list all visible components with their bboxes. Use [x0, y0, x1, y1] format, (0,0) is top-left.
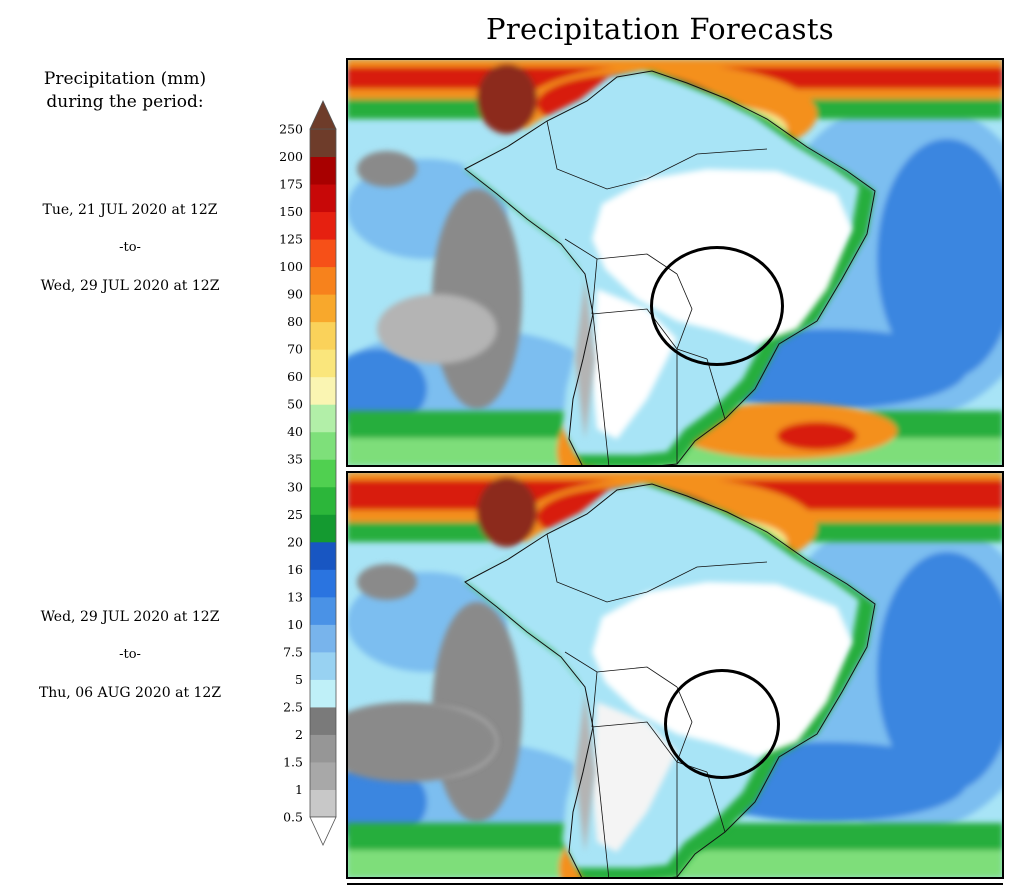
colorbar-tick-label: 7.5: [283, 644, 303, 659]
colorbar-swatch: [310, 679, 336, 708]
colorbar-tick-label: 2.5: [283, 699, 303, 714]
colorbar-top-arrow: [309, 100, 337, 130]
colorbar-swatch: [310, 596, 336, 625]
colorbar-swatch: [310, 376, 336, 405]
colorbar-swatch: [310, 349, 336, 378]
precipitation-colorbar: 0.5 1 1.5 2 2.5 5 7.5 10 13 16 20 25 30 35 40 50 60 70 80 9…: [279, 100, 337, 846]
colorbar-swatch: [310, 129, 336, 158]
period-2-label: Wed, 29 JUL 2020 at 12Z -to- Thu, 06 AUG…: [10, 606, 250, 720]
colorbar-tick-label: 60: [287, 369, 303, 384]
colorbar-swatch: [310, 431, 336, 460]
period-2-start: Wed, 29 JUL 2020 at 12Z: [40, 609, 220, 625]
colorbar-swatch: [310, 569, 336, 598]
colorbar-tick-label: 90: [287, 287, 303, 302]
colorbar-tick-label: 40: [287, 424, 303, 439]
colorbar-tick-label: 20: [287, 534, 303, 549]
colorbar-tick-label: 70: [287, 342, 303, 357]
colorbar-tick-label: 50: [287, 397, 303, 412]
period-1-label: Tue, 21 JUL 2020 at 12Z -to- Wed, 29 JUL…: [10, 199, 250, 313]
colorbar-swatch: [310, 211, 336, 240]
colorbar-tick-label: 175: [279, 177, 303, 192]
colorbar-tick-label: 250: [279, 122, 303, 137]
colorbar-swatch: [310, 624, 336, 653]
colorbar-tick-label: 25: [287, 507, 303, 522]
colorbar-tick-label: 10: [287, 617, 303, 632]
period-2-end: Thu, 06 AUG 2020 at 12Z: [38, 685, 222, 701]
colorbar-bottom-arrow: [309, 816, 337, 846]
period-1-end: Wed, 29 JUL 2020 at 12Z: [40, 278, 220, 294]
period-1-start: Tue, 21 JUL 2020 at 12Z: [42, 202, 218, 218]
period-1-separator: -to-: [119, 240, 141, 255]
period-2-separator: -to-: [119, 647, 141, 662]
colorbar-swatch: [310, 761, 336, 790]
colorbar-tick-label: 0.5: [283, 810, 303, 825]
colorbar-swatch: [310, 734, 336, 763]
highlight-circle-bottom: [664, 669, 780, 779]
colorbar-swatch: [310, 184, 336, 213]
colorbar-swatch: [310, 706, 336, 735]
colorbar-tick-label: 35: [287, 452, 303, 467]
colorbar-tick-label: 80: [287, 314, 303, 329]
colorbar-tick-label: 16: [287, 562, 303, 577]
colorbar-swatch: [310, 294, 336, 323]
page-title: Precipitation Forecasts: [486, 12, 834, 46]
colorbar-swatch: [310, 321, 336, 350]
colorbar-tick-label: 13: [287, 589, 303, 604]
colorbar-tick-label: 200: [279, 149, 303, 164]
colorbar-tick-label: 1.5: [283, 754, 303, 769]
colorbar-swatch: [310, 239, 336, 268]
colorbar-swatch: [310, 651, 336, 680]
legend-heading: Precipitation (mm) during the period:: [10, 68, 240, 114]
colorbar-swatch: [310, 789, 336, 818]
colorbar-tick-label: 100: [279, 259, 303, 274]
colorbar-swatch: [310, 459, 336, 488]
colorbar-swatch: [310, 266, 336, 295]
colorbar-tick-label: 30: [287, 479, 303, 494]
colorbar-swatch: [310, 486, 336, 515]
forecast-map-panel-2: [346, 471, 1004, 879]
legend-heading-line2: during the period:: [46, 92, 204, 112]
legend-heading-line1: Precipitation (mm): [43, 69, 207, 89]
colorbar-swatch: [310, 514, 336, 543]
colorbar-tick-label: 125: [279, 232, 303, 247]
highlight-circle-top: [650, 246, 784, 366]
colorbar-tick-label: 5: [295, 672, 303, 687]
colorbar-swatch: [310, 541, 336, 570]
colorbar-tick-label: 1: [295, 782, 303, 797]
colorbar-tick-label: 150: [279, 204, 303, 219]
colorbar-swatch: [310, 404, 336, 433]
colorbar-swatch: [310, 156, 336, 185]
colorbar-tick-label: 2: [295, 727, 303, 742]
